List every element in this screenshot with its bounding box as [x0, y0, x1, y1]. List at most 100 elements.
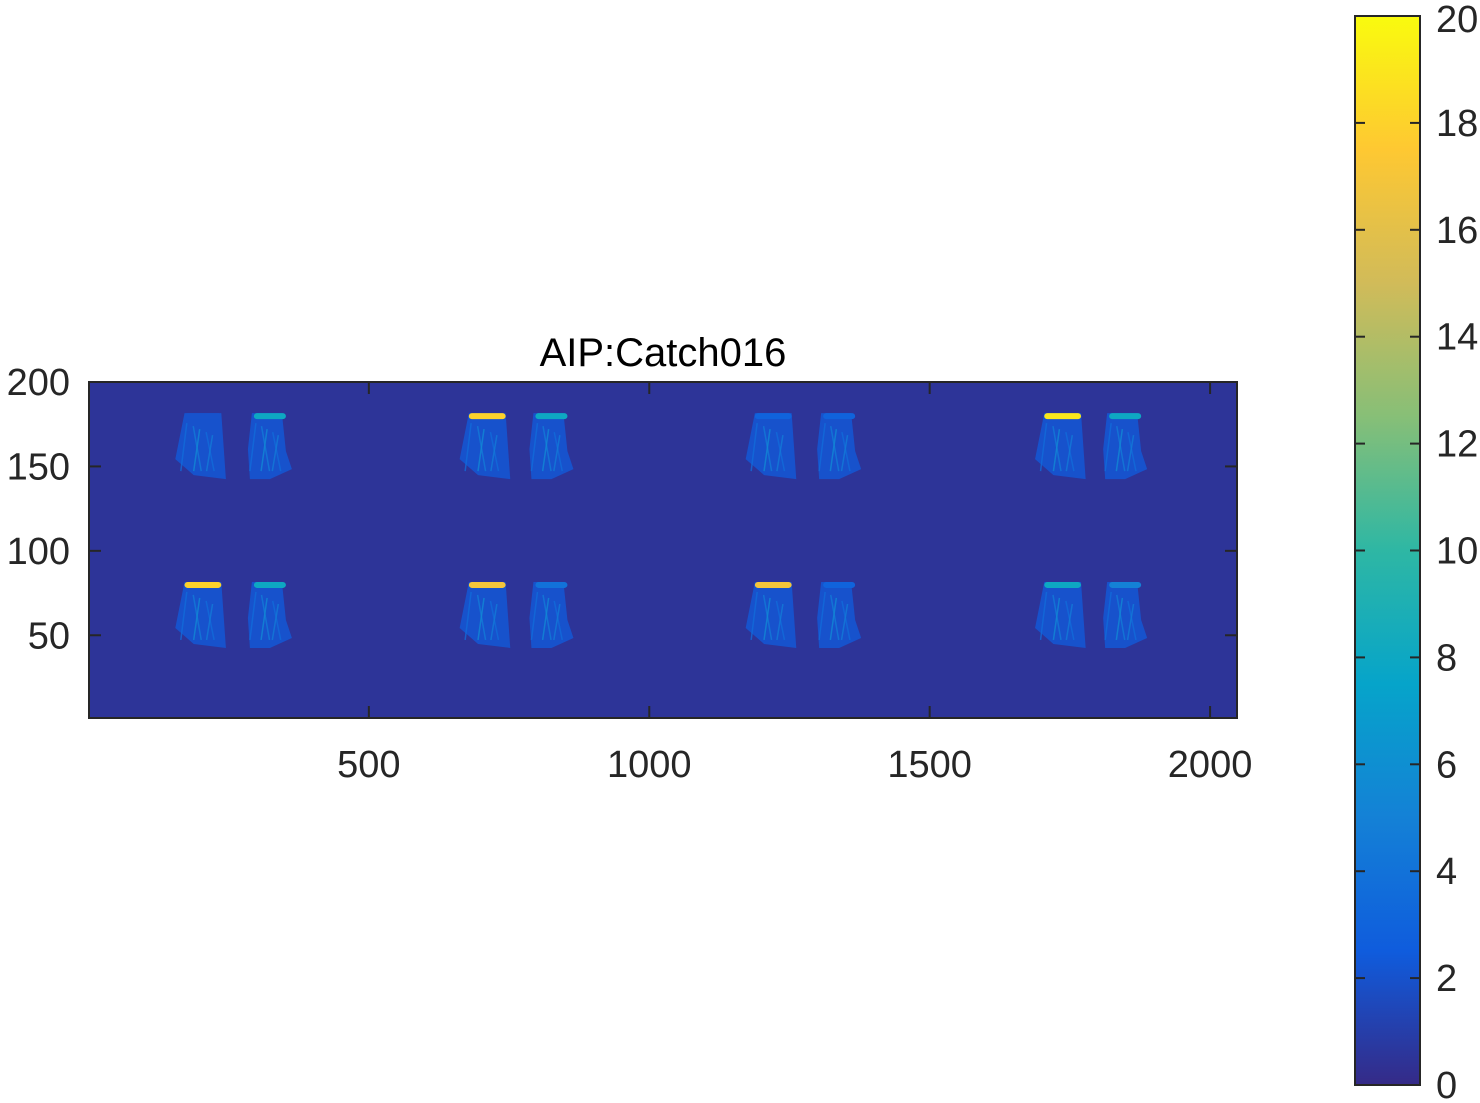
region-streak — [1039, 423, 1048, 472]
region-streak — [1065, 603, 1074, 641]
region-streak — [553, 603, 561, 641]
region-streak — [818, 591, 826, 641]
heatmap-region — [1035, 581, 1086, 648]
region-peak-band — [823, 413, 856, 420]
heatmap-region — [1035, 413, 1086, 480]
region-streak — [818, 423, 826, 472]
region-body — [175, 413, 226, 480]
x-axis: 500 1000 1500 2000 — [337, 382, 1252, 786]
region-streak — [776, 603, 784, 641]
region-streak — [1116, 425, 1126, 472]
heatmap-region — [529, 413, 574, 480]
heatmap-region — [817, 413, 862, 480]
colorbar-tick-label: 2 — [1436, 958, 1457, 1000]
region-body — [745, 413, 797, 480]
region-streak — [260, 597, 268, 641]
region-streak — [840, 603, 849, 641]
y-tick-label: 150 — [7, 446, 70, 488]
region-streak — [542, 594, 552, 641]
region-body — [175, 581, 226, 648]
region-body — [1035, 581, 1086, 648]
region-peak-band — [253, 581, 286, 588]
region-body — [459, 413, 511, 480]
y-tick-label: 100 — [7, 531, 70, 573]
region-streak — [1127, 600, 1137, 641]
heatmap-region — [459, 581, 511, 648]
heatmap-region — [247, 581, 292, 648]
region-streak — [541, 597, 550, 641]
colorbar-tick-label: 20 — [1436, 0, 1478, 41]
region-body — [745, 581, 797, 648]
region-peak-band — [754, 413, 792, 420]
region-body — [247, 413, 292, 480]
region-streak — [1039, 591, 1048, 641]
region-peak-band — [253, 413, 286, 420]
region-streak — [553, 434, 561, 472]
region-peak-band — [1109, 581, 1142, 588]
region-streak — [829, 597, 838, 641]
region-streak — [490, 434, 498, 472]
region-streak — [1052, 428, 1061, 472]
region-streak — [1127, 431, 1137, 472]
region-body — [247, 581, 292, 648]
colorbar-tick-label: 4 — [1436, 851, 1457, 893]
x-tick-label: 500 — [337, 744, 400, 786]
region-streak — [829, 428, 838, 472]
heatmap-region — [745, 413, 797, 480]
region-peak-band — [535, 413, 568, 420]
colorbar-tick-label: 12 — [1436, 424, 1478, 466]
region-streak — [1115, 428, 1124, 472]
region-streak — [1104, 591, 1112, 641]
region-streak — [464, 423, 472, 472]
region-peak-band — [823, 581, 856, 588]
region-peak-band — [468, 581, 506, 588]
region-body — [529, 413, 574, 480]
region-streak — [271, 603, 280, 641]
colorbar-tick-label: 16 — [1436, 210, 1478, 252]
colorbar: 0 2 4 6 8 10 12 14 16 18 20 — [1354, 0, 1478, 1103]
region-streak — [763, 597, 771, 641]
region-streak — [192, 428, 201, 472]
region-streak — [180, 423, 188, 472]
region-streak — [271, 434, 280, 472]
region-streak — [1126, 434, 1135, 472]
region-body — [1035, 413, 1086, 480]
x-tick-label: 2000 — [1168, 744, 1253, 786]
region-peak-band — [1109, 413, 1142, 420]
region-streak — [1104, 423, 1112, 472]
heatmap-region — [1103, 581, 1148, 648]
heatmap-region — [459, 413, 511, 480]
colorbar-tick-label: 0 — [1436, 1065, 1457, 1103]
region-streak — [205, 434, 214, 472]
region-streak — [841, 600, 851, 641]
heatmap-region — [529, 581, 574, 648]
region-streak — [180, 591, 188, 641]
region-body — [529, 581, 574, 648]
y-tick-label: 50 — [28, 615, 70, 657]
region-peak-band — [754, 581, 792, 588]
region-peak-band — [184, 581, 222, 588]
colorbar-tick-label: 10 — [1436, 531, 1478, 573]
heatmap-region — [247, 413, 292, 480]
region-streak — [1052, 597, 1061, 641]
region-streak — [205, 603, 214, 641]
heatmap-region — [817, 581, 862, 648]
region-streak — [542, 425, 552, 472]
heatmap-region — [175, 413, 226, 480]
region-streak — [553, 431, 563, 472]
region-streak — [260, 425, 271, 472]
region-peak-band — [535, 581, 568, 588]
region-streak — [477, 597, 485, 641]
region-streak — [477, 428, 485, 472]
region-streak — [530, 591, 539, 641]
heatmap-region — [175, 581, 226, 648]
region-streak — [829, 594, 840, 641]
region-streak — [464, 591, 472, 641]
heatmap-regions — [175, 413, 1148, 648]
plot-area — [88, 381, 1238, 719]
region-streak — [1115, 597, 1124, 641]
region-streak — [271, 600, 282, 641]
colorbar-gradient — [1355, 16, 1420, 1085]
region-streak — [1065, 434, 1074, 472]
